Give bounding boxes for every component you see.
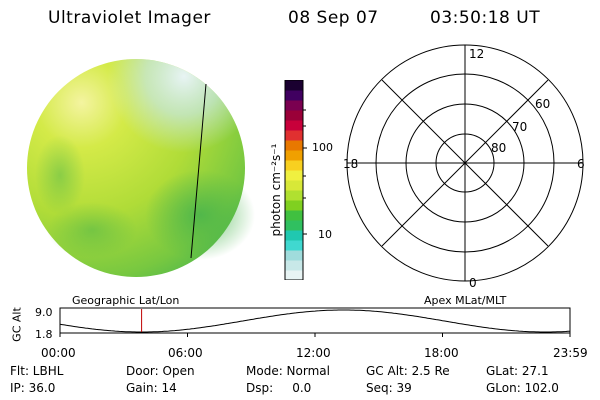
colorbar-segment [285, 160, 303, 171]
polar-label-60: 60 [535, 97, 551, 111]
colorbar-segment [285, 100, 303, 111]
polar-label-70: 70 [512, 120, 528, 134]
header-time: 03:50:18 UT [430, 8, 541, 28]
orbit-x-tick-label: 06:00 [168, 346, 203, 360]
polar-label-6: 6 [577, 157, 585, 171]
colorbar-segment [285, 190, 303, 201]
colorbar-frame [284, 80, 304, 280]
orbit-x-tick-label: 00:00 [41, 346, 76, 360]
orbit-right-label: Apex MLat/MLT [424, 294, 507, 307]
colorbar-segment [285, 180, 303, 191]
colorbar [284, 80, 307, 280]
colorbar-segment [285, 220, 303, 231]
colorbar-segment [285, 140, 303, 151]
info-mode: Mode: Normal [246, 364, 330, 378]
polar-grid [346, 44, 584, 282]
earth-limb-glow [27, 59, 245, 277]
colorbar-segment [285, 250, 303, 261]
info-gc-alt: GC Alt: 2.5 Re [366, 364, 450, 378]
colorbar-segment [285, 120, 303, 131]
colorbar-segment [285, 260, 303, 271]
orbit-altitude-curve [59, 309, 571, 333]
info-glon: GLon: 102.0 [486, 381, 559, 395]
colorbar-segment [285, 240, 303, 251]
colorbar-segment [285, 90, 303, 101]
orbit-x-tick-label: 18:00 [424, 346, 459, 360]
colorbar-tick-label: 100 [312, 141, 333, 154]
colorbar-segment [285, 230, 303, 241]
polar-label-12: 12 [469, 47, 485, 61]
orbit-plot-frame [59, 307, 571, 334]
info-seq: Seq: 39 [366, 381, 412, 395]
orbit-track-line [190, 83, 207, 259]
info-filter: Flt: LBHL [10, 364, 64, 378]
info-dsp: Dsp: 0.0 [246, 381, 312, 395]
colorbar-tick-label: 10 [318, 228, 332, 241]
colorbar-segment [285, 210, 303, 221]
polar-label-18: 18 [343, 157, 359, 171]
page-title: Ultraviolet Imager [48, 8, 211, 28]
colorbar-segment [285, 110, 303, 121]
colorbar-segment [285, 80, 303, 91]
colorbar-segment [285, 170, 303, 181]
colorbar-segment [285, 130, 303, 141]
header-date: 08 Sep 07 [288, 8, 379, 28]
polar-grid-spoke [381, 79, 549, 247]
orbit-y-min: 1.8 [35, 328, 53, 341]
orbit-y-max: 9.0 [35, 306, 53, 319]
orbit-x-tick-label: 12:00 [296, 346, 331, 360]
info-ip: IP: 36.0 [10, 381, 56, 395]
info-glat: GLat: 27.1 [486, 364, 549, 378]
colorbar-segment [285, 200, 303, 211]
colorbar-segment [285, 150, 303, 161]
orbit-altitude-plot [59, 307, 571, 337]
info-door: Door: Open [126, 364, 195, 378]
colorbar-segment [285, 270, 303, 280]
orbit-x-tick-label: 23:59 [553, 346, 588, 360]
orbit-left-label: Geographic Lat/Lon [72, 294, 180, 307]
info-gain: Gain: 14 [126, 381, 177, 395]
polar-label-80: 80 [491, 141, 507, 155]
polar-label-0: 0 [469, 276, 477, 290]
colorbar-label: photon cm⁻²s⁻¹ [269, 143, 283, 237]
